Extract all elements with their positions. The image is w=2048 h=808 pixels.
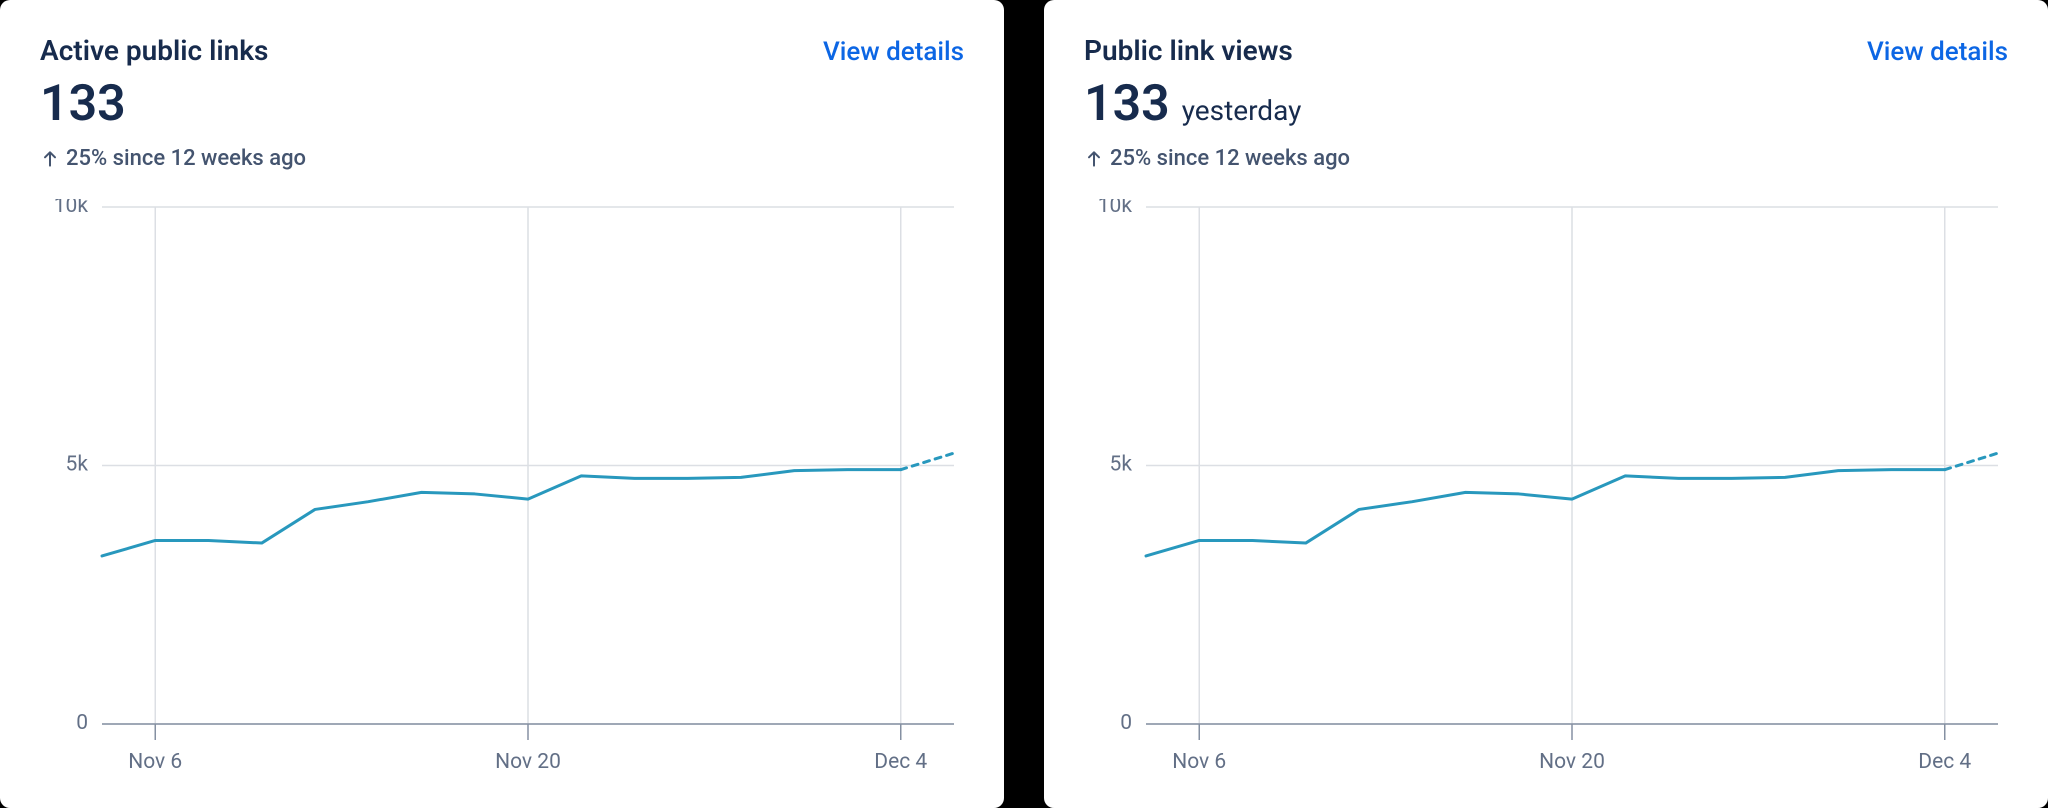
- svg-text:Nov 20: Nov 20: [1539, 750, 1605, 774]
- card-public-link-views: Public link views View details 133 yeste…: [1044, 0, 2048, 808]
- card-header: Active public links View details: [40, 34, 964, 67]
- trend-text: 25% since 12 weeks ago: [66, 146, 306, 171]
- trend-text: 25% since 12 weeks ago: [1110, 146, 1350, 171]
- svg-text:10k: 10k: [1098, 199, 1133, 218]
- metric-value: 133: [1084, 77, 1170, 132]
- arrow-up-icon: [1084, 149, 1104, 169]
- card-header: Public link views View details: [1084, 34, 2008, 67]
- card-active-public-links: Active public links View details 133 25%…: [0, 0, 1004, 808]
- arrow-up-icon: [40, 149, 60, 169]
- trend-indicator: 25% since 12 weeks ago: [1084, 146, 2008, 171]
- svg-text:5k: 5k: [66, 453, 89, 477]
- metric-row: 133 yesterday: [1084, 77, 2008, 132]
- card-title: Active public links: [40, 34, 268, 67]
- card-title: Public link views: [1084, 34, 1293, 67]
- view-details-link[interactable]: View details: [823, 37, 964, 67]
- svg-text:Dec 4: Dec 4: [1918, 750, 1971, 774]
- metric-suffix: yesterday: [1182, 94, 1302, 127]
- svg-text:Nov 6: Nov 6: [128, 750, 182, 774]
- svg-text:0: 0: [76, 711, 88, 735]
- metric-value: 133: [40, 77, 126, 132]
- line-chart: 0 5k 10k Nov 6 Nov 20 Dec 4: [1084, 199, 2008, 780]
- metric-row: 133: [40, 77, 964, 132]
- svg-text:10k: 10k: [54, 199, 89, 218]
- trend-indicator: 25% since 12 weeks ago: [40, 146, 964, 171]
- svg-text:Dec 4: Dec 4: [874, 750, 927, 774]
- svg-text:Nov 20: Nov 20: [495, 750, 561, 774]
- view-details-link[interactable]: View details: [1867, 37, 2008, 67]
- svg-text:0: 0: [1120, 711, 1132, 735]
- svg-text:5k: 5k: [1110, 453, 1133, 477]
- line-chart: 0 5k 10k Nov 6 Nov 20 Dec 4: [40, 199, 964, 780]
- svg-text:Nov 6: Nov 6: [1172, 750, 1226, 774]
